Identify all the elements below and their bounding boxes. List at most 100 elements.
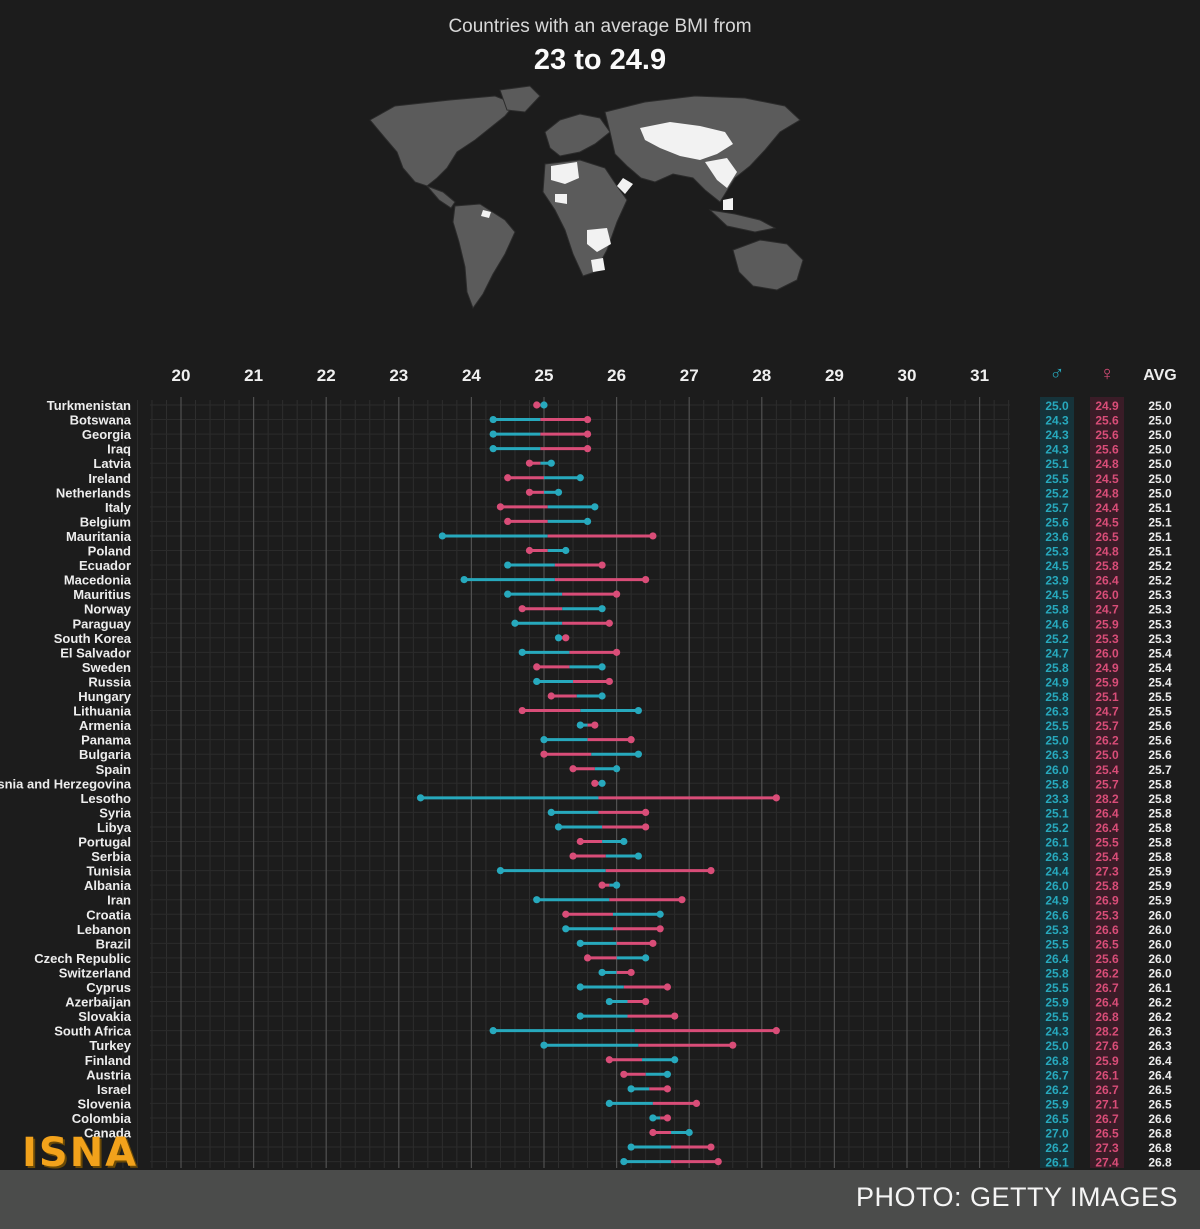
male-value: 23.3 bbox=[1045, 792, 1069, 806]
female-value: 26.7 bbox=[1095, 981, 1119, 995]
female-point bbox=[671, 1012, 679, 1020]
female-value: 25.3 bbox=[1095, 908, 1119, 922]
female-value: 26.5 bbox=[1095, 530, 1119, 544]
male-point bbox=[649, 1114, 657, 1122]
female-value: 26.7 bbox=[1095, 1112, 1119, 1126]
male-value: 26.7 bbox=[1045, 1068, 1069, 1082]
female-value: 25.6 bbox=[1095, 428, 1119, 442]
map-europe bbox=[544, 113, 611, 157]
male-value: 25.9 bbox=[1045, 1097, 1069, 1111]
male-point bbox=[605, 997, 613, 1006]
male-point bbox=[562, 925, 570, 933]
country-label: Iran bbox=[107, 893, 131, 908]
male-value: 26.2 bbox=[1045, 1141, 1069, 1155]
male-value: 25.1 bbox=[1045, 457, 1069, 471]
avg-value: 26.0 bbox=[1148, 952, 1172, 966]
isna-logo: ISNA bbox=[22, 1130, 139, 1176]
country-row: Ireland 25.5 24.5 25.0 bbox=[88, 471, 1172, 486]
male-value: 26.4 bbox=[1045, 952, 1069, 966]
male-value: 25.8 bbox=[1045, 603, 1069, 617]
female-point bbox=[605, 677, 613, 686]
male-value: 26.2 bbox=[1045, 1083, 1069, 1097]
x-tick-label: 28 bbox=[752, 366, 771, 385]
avg-value: 25.3 bbox=[1148, 632, 1172, 646]
country-label: Canada bbox=[84, 1126, 132, 1141]
avg-value: 26.8 bbox=[1148, 1156, 1172, 1170]
country-label: Portugal bbox=[78, 835, 131, 850]
female-point bbox=[613, 648, 621, 656]
female-point bbox=[533, 663, 541, 671]
country-row: Iraq 24.3 25.6 25.0 bbox=[107, 442, 1172, 457]
male-point bbox=[634, 706, 642, 715]
male-value: 25.0 bbox=[1045, 399, 1069, 413]
country-row: Bosnia and Herzegovina 25.8 25.7 25.8 bbox=[0, 776, 1172, 791]
male-value: 24.7 bbox=[1045, 646, 1069, 660]
male-point bbox=[591, 503, 599, 511]
country-label: Ecuador bbox=[79, 558, 131, 573]
female-value: 25.9 bbox=[1095, 617, 1119, 631]
country-label: Serbia bbox=[91, 849, 132, 864]
country-label: Israel bbox=[97, 1082, 131, 1097]
country-label: Libya bbox=[97, 820, 132, 835]
avg-value: 25.7 bbox=[1148, 763, 1172, 777]
avg-value: 25.6 bbox=[1148, 748, 1172, 762]
male-point bbox=[613, 765, 621, 773]
male-point bbox=[438, 532, 446, 540]
female-value: 27.4 bbox=[1095, 1156, 1119, 1170]
male-point bbox=[598, 779, 606, 787]
female-point bbox=[627, 736, 635, 744]
male-value: 26.3 bbox=[1045, 748, 1069, 762]
country-row: Syria 25.1 26.4 25.8 bbox=[99, 805, 1172, 820]
male-point bbox=[656, 910, 664, 918]
female-point bbox=[729, 1041, 737, 1049]
female-value: 26.5 bbox=[1095, 1127, 1119, 1141]
female-point bbox=[576, 837, 584, 846]
male-value: 25.7 bbox=[1045, 501, 1069, 515]
country-row: Israel 26.2 26.7 26.5 bbox=[97, 1082, 1172, 1097]
male-point bbox=[620, 837, 628, 846]
female-value: 26.4 bbox=[1095, 574, 1119, 588]
avg-value: 25.8 bbox=[1148, 792, 1172, 806]
male-point bbox=[416, 794, 425, 802]
country-row: Georgia 24.3 25.6 25.0 bbox=[82, 427, 1172, 442]
country-row: Canada 27.0 26.5 26.8 bbox=[84, 1126, 1172, 1141]
female-point bbox=[707, 867, 715, 875]
avg-value: 26.4 bbox=[1148, 1054, 1172, 1068]
male-value: 26.3 bbox=[1045, 850, 1069, 864]
female-value: 26.2 bbox=[1095, 966, 1119, 980]
female-value: 24.8 bbox=[1095, 457, 1119, 471]
avg-value: 25.4 bbox=[1148, 646, 1172, 660]
country-label: Lesotho bbox=[80, 791, 131, 806]
female-value: 25.1 bbox=[1095, 690, 1119, 704]
country-row: Netherlands 25.2 24.8 25.0 bbox=[56, 485, 1172, 500]
country-label: Netherlands bbox=[56, 485, 131, 500]
female-point bbox=[678, 896, 686, 904]
female-point bbox=[518, 706, 526, 715]
male-point bbox=[576, 474, 584, 482]
female-point bbox=[663, 1085, 672, 1093]
country-row: Switzerland 25.8 26.2 26.0 bbox=[59, 965, 1172, 980]
male-value: 25.6 bbox=[1045, 515, 1069, 529]
country-row: Paraguay 24.6 25.9 25.3 bbox=[72, 616, 1172, 631]
male-point bbox=[598, 692, 606, 700]
x-tick-label: 27 bbox=[680, 366, 699, 385]
female-value: 26.8 bbox=[1095, 1010, 1119, 1024]
female-value: 26.6 bbox=[1095, 923, 1119, 937]
male-point bbox=[562, 546, 570, 555]
country-rows: Turkmenistan 25.0 24.9 25.0 Botswana 24.3 25.6… bbox=[0, 398, 1172, 1170]
female-point bbox=[649, 532, 657, 540]
male-value: 24.9 bbox=[1045, 675, 1069, 689]
male-value: 25.5 bbox=[1045, 719, 1069, 733]
female-value: 24.9 bbox=[1095, 399, 1119, 413]
country-label: Sweden bbox=[82, 660, 131, 675]
male-point bbox=[576, 983, 584, 991]
country-label: Macedonia bbox=[64, 573, 132, 588]
country-row: Colombia 26.5 26.7 26.6 bbox=[72, 1111, 1172, 1126]
avg-value: 26.8 bbox=[1148, 1127, 1172, 1141]
female-point bbox=[583, 445, 592, 453]
male-value: 26.6 bbox=[1045, 908, 1069, 922]
country-row: Sweden 25.8 24.9 25.4 bbox=[82, 660, 1172, 675]
chart-title: 23 to 24.9 bbox=[533, 44, 667, 76]
country-label: Bulgaria bbox=[79, 747, 132, 762]
female-point bbox=[598, 881, 606, 889]
